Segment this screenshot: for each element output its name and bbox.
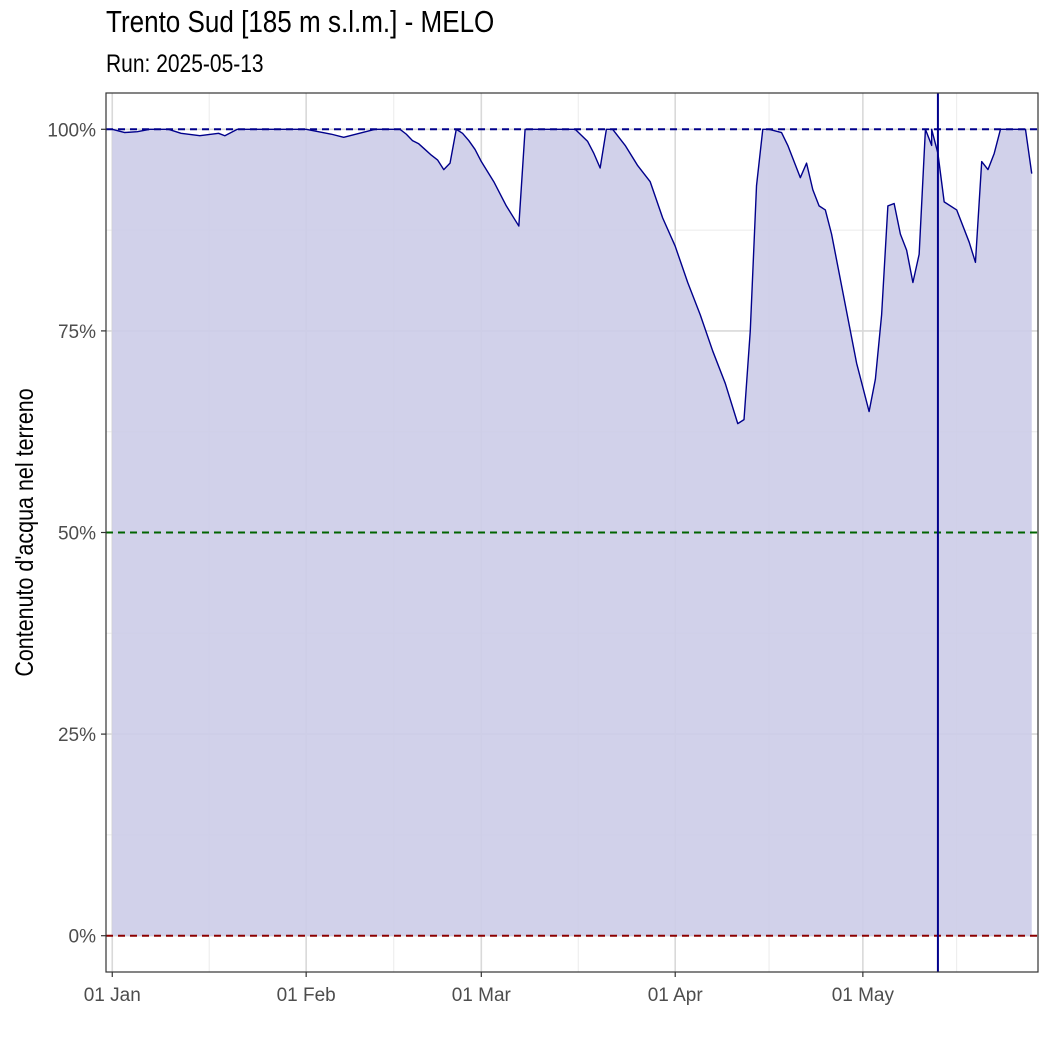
x-tick-label: 01 Feb xyxy=(277,985,336,1006)
x-tick-label: 01 Apr xyxy=(648,985,704,1006)
y-tick-label: 75% xyxy=(58,322,96,343)
chart-subtitle: Run: 2025-05-13 xyxy=(106,50,264,78)
x-tick-label: 01 May xyxy=(832,985,895,1006)
y-tick-label: 25% xyxy=(58,725,96,746)
chart-title: Trento Sud [185 m s.l.m.] - MELO xyxy=(106,4,495,39)
soil-water-area xyxy=(112,129,1032,936)
y-tick-label: 0% xyxy=(69,927,97,948)
y-tick-label: 50% xyxy=(58,524,96,545)
y-tick-label: 100% xyxy=(47,120,96,141)
x-tick-label: 01 Mar xyxy=(452,985,512,1006)
y-axis-label: Contenuto d'acqua nel terreno xyxy=(10,388,38,676)
soil-water-line xyxy=(112,128,1033,425)
x-tick-label: 01 Jan xyxy=(84,985,141,1006)
